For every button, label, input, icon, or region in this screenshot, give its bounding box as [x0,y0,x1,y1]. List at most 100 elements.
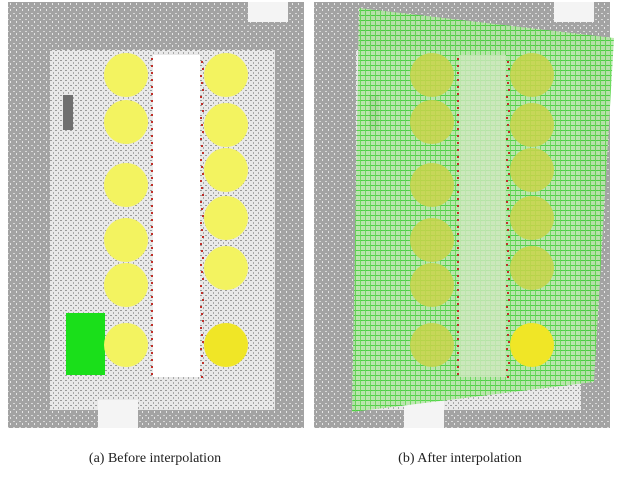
edge-point [457,198,459,200]
edge-point [506,306,508,308]
edge-point [457,268,459,270]
edge-point [151,268,153,270]
edge-point [151,282,153,284]
edge-point [457,156,459,158]
edge-point [151,198,153,200]
edge-point [508,89,510,91]
edge-point [507,292,509,294]
tree [104,53,148,97]
tree [104,100,148,144]
edge-point [457,261,459,263]
edge-point [202,194,204,196]
edge-point [151,149,153,151]
edge-point [457,93,459,95]
edge-point [200,117,202,119]
edge-point [151,65,153,67]
edge-point [457,275,459,277]
edge-point [457,114,459,116]
edge-point [202,278,204,280]
edge-point [151,58,153,60]
edge-point [151,261,153,263]
edge-point [506,348,508,350]
edge-point [151,359,153,361]
tree [410,100,454,144]
tree [410,218,454,262]
edge-point [202,68,204,70]
edge-point [202,257,204,259]
tree [510,196,554,240]
edge-point [202,299,204,301]
edge-point [506,75,508,77]
edge-point [508,278,510,280]
edge-point [151,121,153,123]
edge-point [457,247,459,249]
edge-point [202,110,204,112]
edge-point [201,250,203,252]
edge-point [151,289,153,291]
edge-point [507,334,509,336]
edge-point [151,226,153,228]
edge-point [200,369,202,371]
edge-point [508,110,510,112]
edge-point [151,275,153,277]
tree [510,323,554,367]
green-box [66,313,105,375]
edge-point [151,135,153,137]
edge-point [508,299,510,301]
edge-point [457,58,459,60]
edge-point [200,264,202,266]
edge-point [151,352,153,354]
edge-point [202,236,204,238]
tree [410,323,454,367]
edge-point [507,82,509,84]
edge-point [151,345,153,347]
edge-point [508,194,510,196]
dark-post [63,95,73,130]
edge-point [508,215,510,217]
edge-point [457,352,459,354]
tree [204,196,248,240]
edge-point [151,86,153,88]
figure-images [0,0,617,440]
tree [104,263,148,307]
edge-point [201,166,203,168]
edge-point [457,254,459,256]
edge-point [508,152,510,154]
edge-point [151,205,153,207]
edge-point [508,68,510,70]
edge-point [151,156,153,158]
edge-point [151,233,153,235]
edge-point [506,180,508,182]
edge-point [457,72,459,74]
edge-point [457,86,459,88]
edge-point [201,145,203,147]
edge-point [457,240,459,242]
edge-point [457,142,459,144]
edge-point [457,79,459,81]
edge-point [151,247,153,249]
edge-point [202,173,204,175]
gap [554,2,594,22]
edge-point [507,355,509,357]
edge-point [201,208,203,210]
edge-point [151,170,153,172]
edge-point [508,341,510,343]
edge-point [508,320,510,322]
edge-point [151,191,153,193]
edge-point [507,61,509,63]
edge-point [457,128,459,130]
edge-point [200,285,202,287]
edge-point [457,149,459,151]
edge-point [202,341,204,343]
edge-point [457,177,459,179]
edge-point [508,257,510,259]
edge-point [151,212,153,214]
edge-point [151,107,153,109]
edge-point [506,96,508,98]
edge-point [457,310,459,312]
edge-point [508,362,510,364]
edge-point [151,219,153,221]
edge-point [457,373,459,375]
edge-point [151,331,153,333]
edge-point [201,124,203,126]
